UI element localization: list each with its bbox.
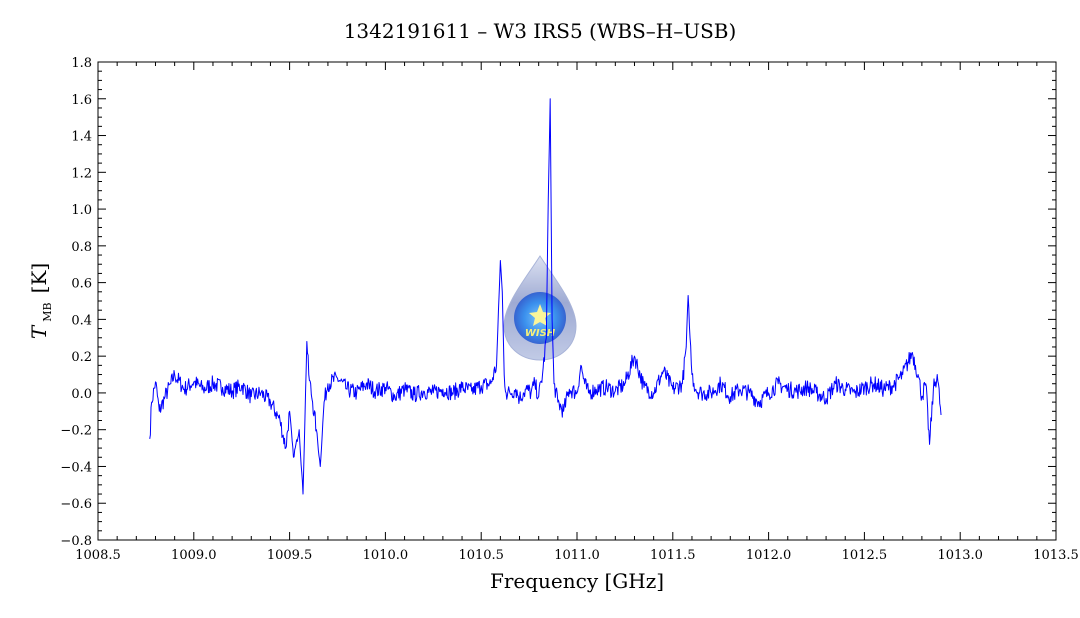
star-icon	[529, 304, 551, 326]
x-tick-label: 1010.5	[458, 548, 504, 563]
y-tick-label: 0.2	[71, 350, 92, 365]
y-axis-ticks	[98, 61, 1056, 541]
x-tick-label: 1010.0	[363, 548, 409, 563]
y-tick-label: 0.8	[71, 240, 92, 255]
svg-text:T MB [K]: T MB [K]	[27, 263, 55, 339]
y-tick-label: 1.0	[71, 203, 92, 218]
plot-area: 1008.5 1009.0 1009.5 1010.0 1010.5 1011.0 1011…	[60, 56, 1078, 563]
logo-text: WISH	[525, 328, 556, 339]
x-tick-label: 1008.5	[75, 548, 121, 563]
x-tick-label: 1011.5	[650, 548, 696, 563]
chart-title: 1342191611 – W3 IRS5 (WBS–H–USB)	[344, 19, 737, 43]
x-tick-label: 1011.0	[554, 548, 600, 563]
y-axis-label-subscript: MB	[41, 302, 54, 321]
y-tick-label: 1.2	[71, 166, 92, 181]
y-tick-label: 1.6	[71, 93, 92, 108]
y-tick-label: −0.2	[60, 424, 92, 439]
y-axis-label-symbol: T	[27, 324, 51, 339]
x-tick-label: 1009.0	[171, 548, 217, 563]
x-tick-label: 1013.5	[1033, 548, 1079, 563]
y-axis-label: T MB [K]	[27, 263, 55, 339]
y-tick-label: −0.6	[60, 497, 92, 512]
y-axis-tick-labels: −0.8 −0.6 −0.4 −0.2 0.0 0.2 0.4 0.6 0.8 1.0 1.2 1.4…	[60, 56, 92, 549]
wish-logo: WISH	[503, 255, 577, 361]
x-axis-ticks	[97, 62, 1057, 540]
x-tick-label: 1013.0	[937, 548, 983, 563]
y-tick-label: −0.4	[60, 460, 92, 475]
series-line-spectrum	[149, 98, 942, 495]
y-tick-label: 0.4	[71, 313, 92, 328]
y-tick-label: 1.4	[71, 130, 92, 145]
y-tick-label: 0.0	[71, 387, 92, 402]
x-axis-tick-labels: 1008.5 1009.0 1009.5 1010.0 1010.5 1011.0 1011…	[75, 548, 1079, 563]
x-tick-label: 1009.5	[267, 548, 313, 563]
y-tick-label: 1.8	[71, 56, 92, 71]
plot-frame	[97, 61, 1057, 541]
x-axis-label: Frequency [GHz]	[490, 569, 664, 593]
y-tick-label: 0.6	[71, 277, 92, 292]
y-tick-label: −0.8	[60, 534, 92, 549]
x-tick-label: 1012.0	[746, 548, 792, 563]
y-axis-label-unit: [K]	[27, 263, 51, 294]
x-tick-label: 1012.5	[842, 548, 888, 563]
